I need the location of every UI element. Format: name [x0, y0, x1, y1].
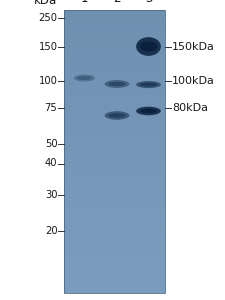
Bar: [64, 137, 165, 142]
Bar: [64, 283, 165, 288]
Bar: [64, 24, 165, 28]
Text: 50: 50: [45, 139, 57, 149]
Text: 1: 1: [81, 0, 88, 5]
Bar: [64, 151, 165, 156]
Bar: [64, 38, 165, 43]
Bar: [64, 260, 165, 264]
Bar: [64, 118, 165, 123]
Bar: [64, 33, 165, 38]
Ellipse shape: [136, 37, 161, 56]
Bar: [64, 156, 165, 161]
Ellipse shape: [136, 81, 161, 88]
Bar: [64, 43, 165, 47]
Bar: [64, 269, 165, 274]
Bar: [64, 250, 165, 255]
Ellipse shape: [140, 109, 157, 113]
Bar: [64, 76, 165, 80]
Bar: [64, 226, 165, 231]
Bar: [64, 123, 165, 128]
Bar: [64, 99, 165, 104]
Bar: [64, 179, 165, 184]
Bar: [64, 52, 165, 57]
Ellipse shape: [108, 82, 126, 86]
Bar: [64, 255, 165, 260]
Bar: [64, 189, 165, 194]
Text: 150kDa: 150kDa: [172, 41, 215, 52]
Bar: [64, 203, 165, 208]
Bar: [64, 146, 165, 151]
Text: 30: 30: [45, 190, 57, 200]
Bar: [64, 241, 165, 245]
Bar: [64, 85, 165, 90]
Text: 80kDa: 80kDa: [172, 103, 208, 113]
Ellipse shape: [105, 111, 129, 120]
Ellipse shape: [74, 74, 95, 82]
Bar: [64, 222, 165, 226]
Bar: [64, 132, 165, 137]
Bar: [64, 14, 165, 19]
Bar: [64, 264, 165, 269]
Text: 100kDa: 100kDa: [172, 76, 215, 86]
Bar: [64, 57, 165, 62]
Bar: [64, 71, 165, 76]
Ellipse shape: [77, 76, 92, 80]
Bar: [64, 19, 165, 24]
Text: 150: 150: [38, 41, 57, 52]
Bar: [64, 170, 165, 175]
Bar: [64, 61, 165, 66]
Bar: [64, 217, 165, 222]
Ellipse shape: [108, 113, 126, 118]
Bar: [64, 109, 165, 113]
Bar: [64, 90, 165, 94]
Text: 100: 100: [38, 76, 57, 86]
Bar: [64, 278, 165, 283]
Text: 75: 75: [45, 103, 57, 113]
Bar: [64, 28, 165, 33]
Ellipse shape: [105, 80, 129, 88]
Text: 250: 250: [38, 13, 57, 23]
Bar: [64, 142, 165, 146]
Bar: [64, 212, 165, 217]
Bar: [64, 104, 165, 109]
Bar: [64, 10, 165, 14]
Bar: [64, 194, 165, 198]
Bar: [64, 113, 165, 118]
Bar: [64, 175, 165, 179]
Text: 3: 3: [145, 0, 152, 5]
Bar: [64, 236, 165, 241]
Bar: [64, 288, 165, 292]
Bar: [64, 184, 165, 189]
Ellipse shape: [136, 107, 161, 115]
Bar: [64, 165, 165, 170]
Bar: [64, 47, 165, 52]
Bar: [64, 198, 165, 203]
Bar: [64, 80, 165, 85]
Bar: [64, 274, 165, 278]
Bar: [64, 128, 165, 132]
Ellipse shape: [140, 83, 157, 86]
Bar: [64, 160, 165, 165]
Ellipse shape: [140, 41, 157, 52]
Bar: [64, 245, 165, 250]
Bar: [64, 66, 165, 71]
Bar: [64, 94, 165, 99]
Text: 2: 2: [113, 0, 121, 5]
Text: kDa: kDa: [34, 0, 57, 7]
Text: 40: 40: [45, 158, 57, 169]
Bar: [64, 208, 165, 212]
Bar: [64, 10, 165, 292]
Bar: [64, 231, 165, 236]
Text: 20: 20: [45, 226, 57, 236]
